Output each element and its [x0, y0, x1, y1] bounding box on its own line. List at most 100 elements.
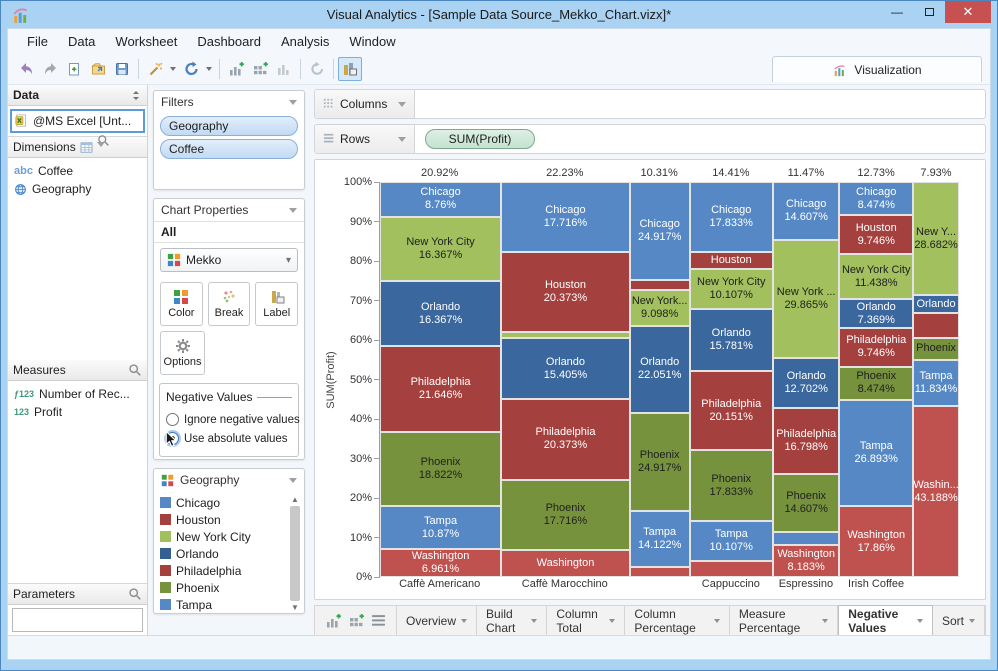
bar-chart-icon[interactable]: [272, 57, 296, 81]
columns-shelf[interactable]: Columns: [314, 89, 986, 119]
mekko-segment-new-york-city[interactable]: New York ... 29.865%: [772, 239, 840, 358]
mekko-segment-phoenix[interactable]: Phoenix: [913, 337, 959, 360]
collapse-icon[interactable]: [289, 207, 297, 213]
mekko-segment-washington[interactable]: Washington 8.183%: [772, 544, 840, 577]
sheet-tab-column-total[interactable]: Column Total: [547, 606, 626, 635]
mekko-segment-chicago[interactable]: Chicago 8.474%: [839, 182, 914, 216]
legend-item-philadelphia[interactable]: Philadelphia: [156, 562, 302, 579]
mekko-segment-orlando[interactable]: Orlando 16.367%: [380, 281, 502, 347]
chevron-down-icon[interactable]: [461, 618, 468, 623]
mekko-segment-philadelphia[interactable]: Philadelphia 20.373%: [501, 399, 630, 480]
sheet-tab-sort[interactable]: Sort: [933, 606, 985, 635]
magic-wand-icon[interactable]: [143, 57, 167, 81]
mekko-segment-philadelphia[interactable]: Philadelphia 9.746%: [839, 328, 914, 367]
rows-shelf-header[interactable]: Rows: [315, 125, 415, 153]
mekko-segment-new-york-city[interactable]: New Y... 28.682%: [913, 182, 959, 296]
undo-icon[interactable]: [14, 57, 38, 81]
legend-scrollbar[interactable]: ▲ ▼: [288, 495, 302, 612]
menu-item-worksheet[interactable]: Worksheet: [115, 34, 178, 49]
sheet-tab-measure-percentage[interactable]: Measure Percentage: [730, 606, 839, 635]
mekko-segment-philadelphia[interactable]: Philadelphia 21.646%: [380, 346, 502, 432]
chevron-down-icon[interactable]: [916, 618, 923, 623]
mekko-segment-orlando[interactable]: Orlando 7.369%: [839, 299, 914, 329]
mekko-segment-orlando[interactable]: Orlando 12.702%: [772, 357, 840, 408]
menu-item-analysis[interactable]: Analysis: [280, 34, 330, 49]
visualization-tab[interactable]: Visualization: [772, 56, 982, 82]
refresh-icon[interactable]: [179, 57, 203, 81]
mekko-segment-tampa[interactable]: Tampa 11.834%: [913, 359, 959, 407]
menu-item-dashboard[interactable]: Dashboard: [197, 34, 261, 49]
filter-pill-coffee[interactable]: Coffee: [160, 139, 298, 159]
dimension-item[interactable]: abc Coffee: [10, 162, 145, 180]
add-grid-icon[interactable]: [348, 613, 365, 629]
mekko-segment-phoenix[interactable]: Phoenix 18.822%: [380, 431, 502, 507]
label-button[interactable]: Label: [255, 282, 299, 326]
mekko-segment-houston[interactable]: Houston 9.746%: [839, 215, 914, 254]
mekko-segment-chicago[interactable]: Chicago 14.607%: [772, 182, 840, 240]
add-chart-icon[interactable]: [325, 613, 342, 629]
dimension-item[interactable]: Geography: [10, 180, 145, 198]
mekko-segment-tampa[interactable]: Tampa 10.87%: [380, 506, 502, 550]
mekko-segment-phoenix[interactable]: Phoenix 17.716%: [501, 479, 630, 550]
add-chart-icon[interactable]: [224, 57, 248, 81]
sheet-tab-column-percentage[interactable]: Column Percentage: [625, 606, 730, 635]
chevron-down-icon[interactable]: [822, 618, 829, 623]
menu-icon[interactable]: [371, 614, 386, 627]
chevron-down-icon[interactable]: [969, 618, 975, 623]
menu-item-data[interactable]: Data: [67, 34, 96, 49]
legend-item-phoenix[interactable]: Phoenix: [156, 579, 302, 596]
mekko-segment-phoenix[interactable]: Phoenix 24.917%: [629, 412, 690, 512]
new-file-icon[interactable]: [62, 57, 86, 81]
save-icon[interactable]: [110, 57, 134, 81]
rows-pill[interactable]: SUM(Profit): [425, 129, 535, 149]
search-icon[interactable]: [128, 363, 142, 377]
data-source-item[interactable]: @MS Excel [Unt...: [10, 109, 145, 133]
rows-shelf[interactable]: Rows SUM(Profit): [314, 124, 986, 154]
mekko-segment-washington[interactable]: [689, 560, 773, 577]
break-button[interactable]: Break: [207, 282, 251, 326]
scrollbar-thumb[interactable]: [290, 506, 300, 601]
mekko-view-icon[interactable]: [338, 57, 362, 81]
mekko-segment-phoenix[interactable]: Phoenix 8.474%: [839, 366, 914, 401]
mekko-segment-chicago[interactable]: Chicago 17.833%: [689, 182, 773, 253]
mekko-segment-tampa[interactable]: [772, 532, 840, 545]
measure-item[interactable]: ƒ123 Number of Rec...: [10, 385, 145, 403]
add-grid-icon[interactable]: [248, 57, 272, 81]
mekko-segment-houston[interactable]: [629, 280, 690, 290]
mekko-segment-tampa[interactable]: Tampa 26.893%: [839, 400, 914, 507]
minimize-button[interactable]: —: [891, 5, 903, 19]
mekko-segment-new-york-city[interactable]: New York... 9.098%: [629, 289, 690, 326]
sheet-tab-negative-values[interactable]: Negative Values: [838, 605, 933, 635]
mekko-segment-new-york-city[interactable]: New York City 10.107%: [689, 268, 773, 309]
mekko-segment-houston[interactable]: Houston: [689, 252, 773, 269]
search-icon[interactable]: [97, 134, 110, 147]
options-button[interactable]: Options: [160, 331, 205, 375]
chart-type-select[interactable]: Mekko ▾: [160, 248, 298, 272]
mekko-segment-washington[interactable]: Washin... 43.188%: [913, 406, 959, 577]
measure-item[interactable]: 123 Profit: [10, 403, 145, 421]
chevron-down-icon[interactable]: [609, 618, 616, 623]
mekko-segment-philadelphia[interactable]: [913, 313, 959, 338]
scroll-up-icon[interactable]: ▲: [291, 495, 299, 504]
mekko-segment-philadelphia[interactable]: Philadelphia 20.151%: [689, 370, 773, 451]
legend-item-orlando[interactable]: Orlando: [156, 545, 302, 562]
color-button[interactable]: Color: [160, 282, 203, 326]
dropdown-arrow-icon[interactable]: [206, 67, 212, 71]
collapse-icon[interactable]: [289, 99, 297, 105]
mekko-segment-tampa[interactable]: Tampa 10.107%: [689, 520, 773, 561]
search-icon[interactable]: [128, 587, 142, 601]
chevron-down-icon[interactable]: [713, 618, 720, 623]
sheet-tab-overview[interactable]: Overview: [397, 606, 478, 635]
mekko-segment-washington[interactable]: Washington 6.961%: [380, 549, 502, 577]
mekko-segment-philadelphia[interactable]: Philadelphia 16.798%: [772, 407, 840, 475]
mekko-segment-washington[interactable]: [629, 567, 690, 577]
menu-item-window[interactable]: Window: [349, 34, 396, 49]
mekko-segment-phoenix[interactable]: Phoenix 14.607%: [772, 474, 840, 533]
mekko-segment-orlando[interactable]: Orlando 15.781%: [689, 308, 773, 371]
legend-item-chicago[interactable]: Chicago: [156, 494, 302, 511]
mekko-segment-washington[interactable]: Washington 17.86%: [839, 506, 914, 577]
legend-item-new-york-city[interactable]: New York City: [156, 528, 302, 545]
radio-option[interactable]: Use absolute values: [166, 429, 292, 448]
filter-pill-geography[interactable]: Geography: [160, 116, 298, 136]
mekko-segment-chicago[interactable]: Chicago 8.76%: [380, 182, 502, 217]
